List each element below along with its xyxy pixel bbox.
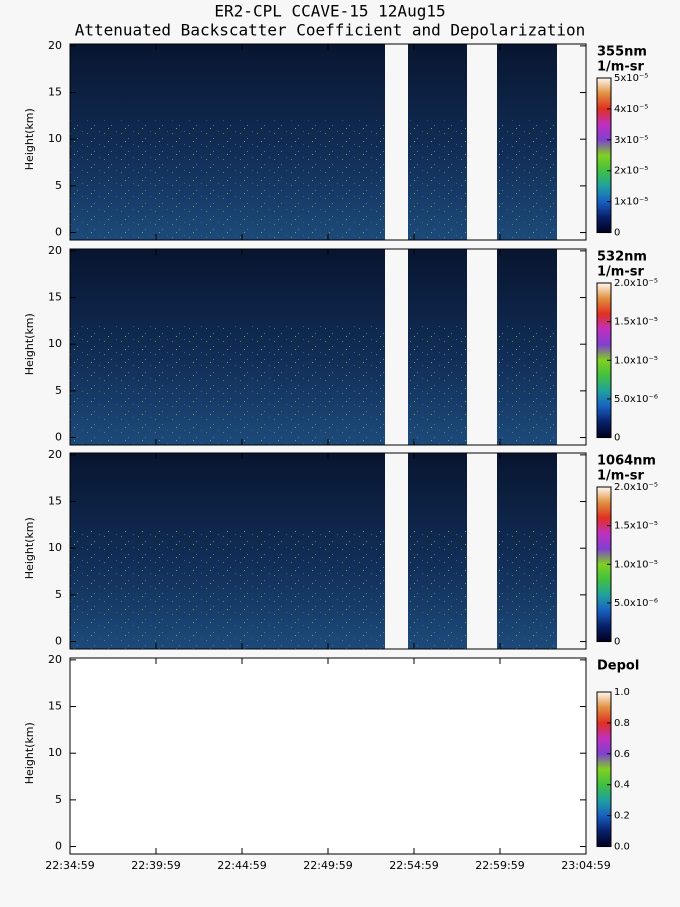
y-tick-label: 10 <box>48 541 62 554</box>
x-tick-label: 22:44:59 <box>217 859 266 872</box>
panel-label: 1/m-sr <box>597 265 644 280</box>
panel-label: 532nm <box>597 250 647 265</box>
curtain-image <box>70 658 586 854</box>
y-tick-label: 10 <box>48 746 62 759</box>
x-tick-label: 22:49:59 <box>303 859 352 872</box>
data-gap <box>557 249 586 445</box>
y-axis-label: Height(km) <box>23 313 36 375</box>
colorbar-tick-label: 2.0x10⁻⁵ <box>614 482 658 493</box>
data-gap <box>467 249 497 445</box>
colorbar-tick-label: 1x10⁻⁵ <box>614 197 648 208</box>
y-tick-label: 10 <box>48 132 62 145</box>
x-tick-label: 22:59:59 <box>475 859 524 872</box>
data-gap <box>557 44 586 240</box>
chart-title: ER2-CPL CCAVE-15 12Aug15 <box>214 2 445 21</box>
y-axis-label: Height(km) <box>23 722 36 784</box>
curtain-speckle <box>70 325 586 445</box>
colorbar-tick-label: 0.6 <box>614 749 630 760</box>
x-tick-label: 23:04:59 <box>561 859 610 872</box>
colorbar-tick-label: 0.8 <box>614 718 630 729</box>
colorbar-tick-label: 1.0x10⁻⁵ <box>614 559 658 570</box>
data-gap <box>467 453 497 649</box>
chart-subtitle: Attenuated Backscatter Coefficient and D… <box>75 21 586 40</box>
panel-label: 1/m-sr <box>597 469 644 484</box>
data-gap <box>385 44 408 240</box>
panel-label: 1/m-sr <box>597 60 644 75</box>
y-tick-label: 0 <box>55 431 62 444</box>
colorbar <box>596 77 612 234</box>
y-tick-label: 15 <box>48 495 62 508</box>
colorbar-tick-label: 5.0x10⁻⁶ <box>614 394 658 405</box>
y-tick-label: 5 <box>55 384 62 397</box>
y-tick-label: 15 <box>48 86 62 99</box>
y-tick-label: 15 <box>48 291 62 304</box>
x-tick-label: 22:54:59 <box>389 859 438 872</box>
colorbar-tick-label: 0.0 <box>614 842 630 853</box>
y-tick-label: 0 <box>55 226 62 239</box>
curtain-speckle <box>70 529 586 649</box>
panel-label: 1064nm <box>597 454 656 469</box>
colorbar-tick-label: 5x10⁻⁵ <box>614 73 648 84</box>
colorbar-tick-label: 0.4 <box>614 780 630 791</box>
y-tick-label: 10 <box>48 337 62 350</box>
colorbar-tick-label: 1.5x10⁻⁵ <box>614 317 658 328</box>
colorbar-tick-label: 5.0x10⁻⁶ <box>614 598 658 609</box>
data-gap <box>557 453 586 649</box>
data-gap <box>385 249 408 445</box>
colorbar-tick-label: 2x10⁻⁵ <box>614 166 648 177</box>
y-tick-label: 20 <box>48 653 62 666</box>
colorbar-tick-label: 2.0x10⁻⁵ <box>614 278 658 289</box>
colorbar-tick-label: 1.0 <box>614 687 630 698</box>
y-tick-label: 20 <box>48 244 62 257</box>
data-gap <box>467 44 497 240</box>
y-axis-label: Height(km) <box>23 517 36 579</box>
y-axis-label: Height(km) <box>23 108 36 170</box>
colorbar <box>596 691 612 848</box>
y-tick-label: 0 <box>55 635 62 648</box>
colorbar-tick-label: 0 <box>614 433 620 444</box>
x-tick-label: 22:34:59 <box>45 859 94 872</box>
x-tick-label: 22:39:59 <box>131 859 180 872</box>
colorbar-tick-label: 0.2 <box>614 811 630 822</box>
colorbar-tick-label: 0 <box>614 228 620 239</box>
colorbar-tick-label: 0 <box>614 637 620 648</box>
y-tick-label: 5 <box>55 588 62 601</box>
y-tick-label: 15 <box>48 700 62 713</box>
y-tick-label: 0 <box>55 840 62 853</box>
panel-label: Depol <box>597 659 639 674</box>
y-tick-label: 5 <box>55 793 62 806</box>
colorbar-tick-label: 4x10⁻⁵ <box>614 104 648 115</box>
y-tick-label: 20 <box>48 39 62 52</box>
colorbar-tick-label: 3x10⁻⁵ <box>614 135 648 146</box>
data-gap <box>385 453 408 649</box>
panel-label: 355nm <box>597 45 647 60</box>
y-tick-label: 5 <box>55 179 62 192</box>
y-tick-label: 20 <box>48 448 62 461</box>
colorbar-tick-label: 1.5x10⁻⁵ <box>614 521 658 532</box>
curtain-speckle <box>70 120 586 240</box>
colorbar-tick-label: 1.0x10⁻⁵ <box>614 355 658 366</box>
